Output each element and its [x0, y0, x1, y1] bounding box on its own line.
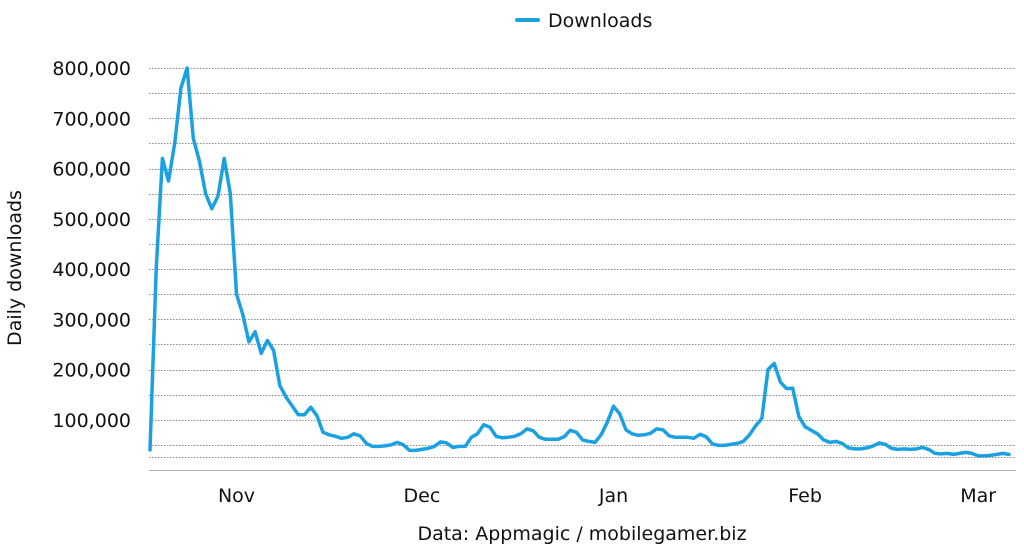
- y-tick-label: 800,000: [52, 58, 131, 80]
- grid-lines: [149, 68, 1016, 458]
- x-tick-label: Jan: [598, 485, 628, 507]
- x-tick-label: Feb: [788, 485, 822, 507]
- x-tick-label: Dec: [404, 485, 441, 507]
- y-tick-label: 600,000: [52, 159, 131, 181]
- legend-label-downloads: Downloads: [548, 10, 652, 32]
- y-tick-label: 300,000: [52, 309, 131, 331]
- x-tick-label: Mar: [960, 485, 996, 507]
- legend: Downloads: [515, 10, 652, 32]
- x-axis-ticks: Nov Dec Jan Feb Mar: [218, 485, 996, 507]
- y-axis-title: Daily downloads: [4, 190, 26, 346]
- y-tick-label: 500,000: [52, 209, 131, 231]
- y-tick-label: 700,000: [52, 108, 131, 130]
- source-note: Data: Appmagic / mobilegamer.biz: [417, 523, 746, 545]
- x-tick-label: Nov: [218, 485, 255, 507]
- y-tick-label: 100,000: [52, 410, 131, 432]
- y-axis-ticks: 100,000 200,000 300,000 400,000 500,000 600,0…: [52, 58, 131, 432]
- downloads-series-line: [148, 66, 1011, 458]
- y-tick-label: 200,000: [52, 360, 131, 382]
- y-tick-label: 400,000: [52, 259, 131, 281]
